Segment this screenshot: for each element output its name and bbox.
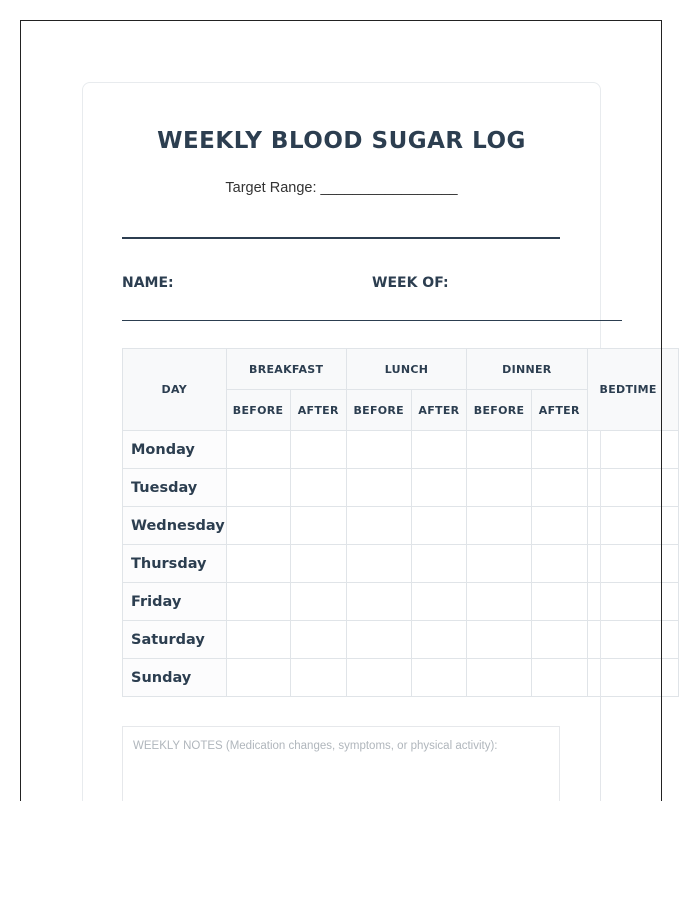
frame-border: [20, 20, 662, 21]
reading-cell[interactable]: [225, 658, 291, 697]
reading-cell[interactable]: [530, 506, 588, 545]
week-of-label: WEEK OF:: [372, 275, 449, 291]
reading-cell[interactable]: [530, 658, 588, 697]
reading-cell[interactable]: [466, 620, 532, 659]
header-lunch: LUNCH: [345, 348, 468, 390]
reading-cell[interactable]: [530, 544, 588, 583]
reading-cell[interactable]: [345, 506, 412, 545]
reading-cell[interactable]: [586, 582, 679, 621]
reading-cell[interactable]: [410, 620, 468, 659]
reading-cell[interactable]: [530, 468, 588, 507]
reading-cell[interactable]: [410, 430, 468, 469]
header-after: AFTER: [530, 389, 588, 431]
reading-cell[interactable]: [410, 506, 468, 545]
reading-cell[interactable]: [530, 430, 588, 469]
reading-cell[interactable]: [586, 620, 679, 659]
table-row: Sunday: [122, 658, 679, 697]
table-row: Thursday: [122, 544, 679, 583]
header-before: BEFORE: [345, 389, 412, 431]
header-before: BEFORE: [225, 389, 291, 431]
reading-cell[interactable]: [586, 658, 679, 697]
day-label: Thursday: [122, 544, 227, 583]
reading-cell[interactable]: [345, 658, 412, 697]
divider: [122, 237, 560, 239]
day-label: Sunday: [122, 658, 227, 697]
reading-cell[interactable]: [225, 468, 291, 507]
page-viewport: WEEKLY BLOOD SUGAR LOG Target Range: ___…: [20, 20, 679, 801]
day-label: Tuesday: [122, 468, 227, 507]
reading-cell[interactable]: [410, 658, 468, 697]
reading-cell[interactable]: [466, 544, 532, 583]
reading-cell[interactable]: [225, 620, 291, 659]
reading-cell[interactable]: [530, 620, 588, 659]
header-bedtime: BEDTIME: [586, 348, 679, 431]
reading-cell[interactable]: [225, 582, 291, 621]
reading-cell[interactable]: [530, 582, 588, 621]
frame-border: [661, 20, 662, 801]
card-border: [600, 430, 601, 801]
weekly-notes-box[interactable]: WEEKLY NOTES (Medication changes, sympto…: [122, 726, 560, 801]
frame-border: [20, 20, 21, 801]
table-row: Monday: [122, 430, 679, 469]
reading-cell[interactable]: [466, 582, 532, 621]
name-line: [122, 320, 622, 321]
day-label: Saturday: [122, 620, 227, 659]
target-range-field: Target Range: _________________: [225, 180, 458, 196]
reading-cell[interactable]: [225, 544, 291, 583]
header-after: AFTER: [289, 389, 347, 431]
day-label: Friday: [122, 582, 227, 621]
reading-cell[interactable]: [225, 506, 291, 545]
header-before: BEFORE: [466, 389, 532, 431]
reading-cell[interactable]: [345, 582, 412, 621]
reading-cell[interactable]: [586, 468, 679, 507]
weekly-notes-label: WEEKLY NOTES (Medication changes, sympto…: [133, 740, 498, 752]
reading-cell[interactable]: [586, 506, 679, 545]
reading-cell[interactable]: [289, 430, 347, 469]
reading-cell[interactable]: [289, 506, 347, 545]
reading-cell[interactable]: [289, 658, 347, 697]
reading-cell[interactable]: [225, 430, 291, 469]
reading-cell[interactable]: [289, 620, 347, 659]
day-label: Wednesday: [122, 506, 227, 545]
header-dinner: DINNER: [466, 348, 588, 390]
reading-cell[interactable]: [466, 430, 532, 469]
table-row: Saturday: [122, 620, 679, 659]
header-after: AFTER: [410, 389, 468, 431]
reading-cell[interactable]: [466, 506, 532, 545]
name-label: NAME:: [122, 275, 174, 291]
day-label: Monday: [122, 430, 227, 469]
reading-cell[interactable]: [410, 468, 468, 507]
table-row: Wednesday: [122, 506, 679, 545]
table-row: Tuesday: [122, 468, 679, 507]
page-title: WEEKLY BLOOD SUGAR LOG: [157, 128, 526, 154]
reading-cell[interactable]: [466, 468, 532, 507]
reading-cell[interactable]: [345, 468, 412, 507]
reading-cell[interactable]: [345, 620, 412, 659]
table-row: Friday: [122, 582, 679, 621]
reading-cell[interactable]: [410, 544, 468, 583]
reading-cell[interactable]: [586, 430, 679, 469]
reading-cell[interactable]: [410, 582, 468, 621]
reading-cell[interactable]: [289, 582, 347, 621]
header-breakfast: BREAKFAST: [225, 348, 347, 390]
reading-cell[interactable]: [586, 544, 679, 583]
reading-cell[interactable]: [289, 544, 347, 583]
reading-cell[interactable]: [345, 544, 412, 583]
reading-cell[interactable]: [345, 430, 412, 469]
reading-cell[interactable]: [289, 468, 347, 507]
reading-cell[interactable]: [466, 658, 532, 697]
header-day: DAY: [122, 348, 227, 431]
blood-sugar-table: DAY BREAKFAST LUNCH DINNER BEDTIME BEFOR…: [122, 348, 679, 697]
